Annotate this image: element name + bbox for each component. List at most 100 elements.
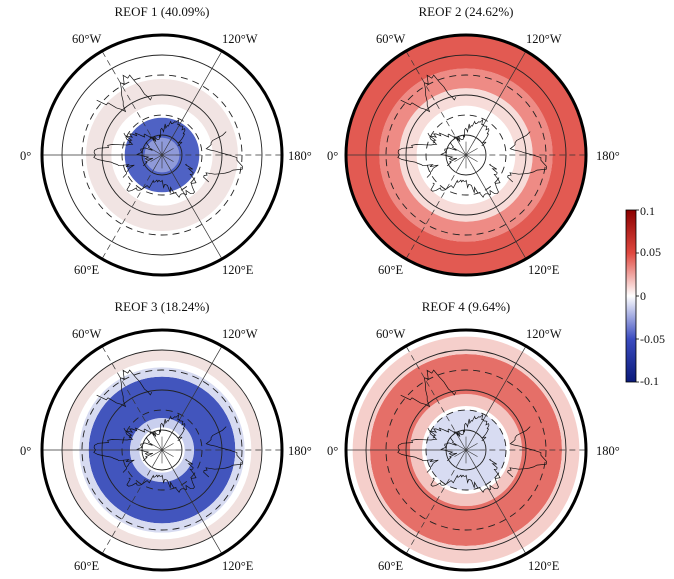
polar-meridian: [459, 438, 467, 451]
polar-meridian: [150, 443, 163, 451]
polar-meridian: [465, 443, 478, 451]
coastline: [93, 132, 135, 178]
p3-lon-180: 180°: [288, 444, 312, 458]
panel-title-reof1: REOF 1 (40.09%): [114, 4, 210, 19]
p2-lon-60w: 60°W: [376, 32, 406, 46]
p2-lon-120e: 120°E: [528, 263, 560, 277]
colorbar-tick-0.1: 0.1: [640, 204, 655, 218]
polar-meridian: [459, 154, 467, 167]
coastline: [136, 436, 154, 462]
p1-lon-180: 180°: [288, 149, 312, 163]
latitude-circle: [385, 369, 547, 531]
latitude-circle: [81, 74, 243, 236]
polar-meridian: [465, 154, 478, 162]
map-boundary: [40, 33, 284, 277]
latitude-circle: [81, 369, 243, 531]
meridian-line: [168, 345, 223, 439]
coastline: [430, 163, 501, 198]
map-boundary: [344, 328, 588, 572]
panel-title-reof2: REOF 2 (24.62%): [418, 4, 514, 19]
meridian-line: [472, 50, 527, 144]
polar-meridian: [161, 143, 169, 156]
polar-meridian: [155, 154, 163, 167]
colorbar: [625, 209, 637, 383]
coastline: [126, 458, 197, 493]
latitude-circle: [385, 74, 547, 236]
coastline: [397, 132, 439, 178]
p4-lon-0: 0°: [327, 444, 339, 458]
coastline: [400, 74, 457, 113]
coastline: [126, 163, 197, 198]
coastline: [136, 141, 154, 167]
colorbar-tick-0: 0: [640, 289, 646, 303]
panel-title-reof3: REOF 3 (18.24%): [114, 299, 210, 314]
p4-lon-120e: 120°E: [528, 559, 560, 573]
polar-map-panel-3: [40, 328, 284, 572]
coastline: [125, 413, 186, 442]
polar-meridian: [454, 148, 467, 156]
coastline: [96, 369, 153, 408]
polar-map-panel-2: [344, 33, 588, 277]
polar-meridian: [161, 438, 169, 451]
meridian-line: [101, 166, 156, 260]
meridian-line: [405, 50, 460, 144]
polar-map-panel-1: [40, 33, 284, 277]
coastline: [429, 118, 490, 147]
coastline: [429, 413, 490, 442]
polar-meridian: [161, 449, 174, 457]
polar-meridian: [454, 154, 467, 162]
polar-meridian: [155, 438, 163, 451]
meridian-line: [168, 461, 223, 555]
polar-meridian: [150, 148, 163, 156]
p1-lon-120w: 120°W: [222, 32, 258, 46]
polar-meridian: [454, 449, 467, 457]
p2-lon-120w: 120°W: [526, 32, 562, 46]
p2-lon-60e: 60°E: [378, 263, 404, 277]
p3-lon-60w: 60°W: [72, 327, 102, 341]
polar-meridian: [465, 449, 478, 457]
coastline: [203, 131, 243, 183]
p4-lon-60w: 60°W: [376, 327, 406, 341]
meridian-line: [101, 50, 156, 144]
polar-meridian: [465, 148, 478, 156]
polar-meridian: [161, 443, 174, 451]
colorbar-tick-0.05: 0.05: [640, 245, 661, 259]
polar-meridian: [155, 449, 163, 462]
p1-lon-60e: 60°E: [74, 263, 100, 277]
polar-meridian: [465, 143, 473, 156]
coastline: [507, 426, 547, 478]
polar-meridian: [459, 449, 467, 462]
coastline: [400, 369, 457, 408]
meridian-line: [168, 166, 223, 260]
meridian-line: [101, 461, 156, 555]
p3-lon-0: 0°: [20, 444, 32, 458]
polar-meridian: [155, 143, 163, 156]
meridian-line: [472, 461, 527, 555]
p4-lon-180: 180°: [596, 444, 620, 458]
meridian-line: [472, 345, 527, 439]
polar-meridian: [454, 443, 467, 451]
p2-lon-0: 0°: [327, 149, 339, 163]
meridian-line: [168, 50, 223, 144]
p1-lon-0: 0°: [20, 149, 32, 163]
coastline: [430, 458, 501, 493]
coastline: [507, 131, 547, 183]
polar-map-panel-4: [344, 328, 588, 572]
coastline: [203, 426, 243, 478]
p4-lon-120w: 120°W: [526, 327, 562, 341]
meridian-line: [405, 345, 460, 439]
meridian-line: [472, 166, 527, 260]
p1-lon-60w: 60°W: [72, 32, 102, 46]
polar-meridian: [465, 449, 473, 462]
polar-meridian: [459, 143, 467, 156]
polar-meridian: [161, 148, 174, 156]
p3-lon-120e: 120°E: [222, 559, 254, 573]
polar-meridian: [150, 154, 163, 162]
p4-lon-60e: 60°E: [378, 559, 404, 573]
polar-meridian: [161, 154, 174, 162]
coastline: [125, 118, 186, 147]
meridian-line: [405, 461, 460, 555]
p3-lon-120w: 120°W: [222, 327, 258, 341]
coastline: [397, 427, 439, 473]
